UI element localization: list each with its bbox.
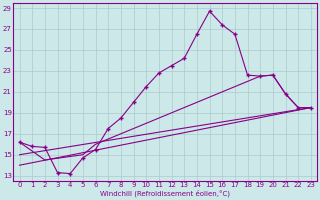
X-axis label: Windchill (Refroidissement éolien,°C): Windchill (Refroidissement éolien,°C) [100, 190, 230, 197]
